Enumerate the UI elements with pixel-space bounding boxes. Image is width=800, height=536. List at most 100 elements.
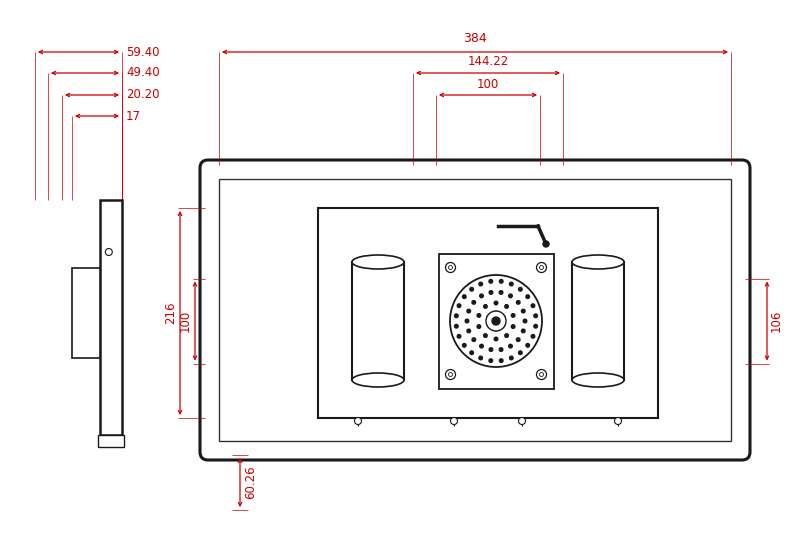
Text: 100: 100 <box>477 78 499 91</box>
Circle shape <box>511 314 515 317</box>
Circle shape <box>458 304 461 308</box>
Circle shape <box>477 314 481 317</box>
Circle shape <box>510 356 513 360</box>
Circle shape <box>446 263 455 272</box>
Circle shape <box>494 337 498 341</box>
Circle shape <box>467 309 470 313</box>
Circle shape <box>539 373 543 376</box>
Circle shape <box>505 304 508 308</box>
Circle shape <box>499 359 503 362</box>
Circle shape <box>539 265 543 270</box>
Text: 144.22: 144.22 <box>467 55 509 68</box>
Circle shape <box>479 282 482 286</box>
Circle shape <box>522 309 525 313</box>
Circle shape <box>470 287 474 291</box>
Circle shape <box>487 315 491 319</box>
Circle shape <box>449 265 453 270</box>
Circle shape <box>526 344 530 347</box>
Bar <box>352 262 404 380</box>
Text: 20.20: 20.20 <box>126 88 159 101</box>
Circle shape <box>505 334 508 337</box>
Circle shape <box>499 348 503 352</box>
Text: 106: 106 <box>770 310 783 332</box>
Ellipse shape <box>572 255 624 269</box>
Circle shape <box>446 369 455 379</box>
Circle shape <box>477 325 481 329</box>
Circle shape <box>522 329 525 333</box>
Circle shape <box>486 311 506 331</box>
Circle shape <box>458 334 461 338</box>
Circle shape <box>492 317 500 325</box>
Ellipse shape <box>352 373 404 387</box>
Circle shape <box>480 294 483 297</box>
Circle shape <box>518 351 522 354</box>
Bar <box>219 179 731 441</box>
Circle shape <box>509 294 512 297</box>
Circle shape <box>489 280 493 283</box>
Circle shape <box>480 344 483 348</box>
Circle shape <box>487 323 491 327</box>
Bar <box>318 208 658 418</box>
Circle shape <box>614 418 622 425</box>
Text: 216: 216 <box>164 302 177 324</box>
Circle shape <box>489 348 493 352</box>
Circle shape <box>511 325 515 329</box>
Ellipse shape <box>572 373 624 387</box>
Bar <box>100 200 122 435</box>
FancyBboxPatch shape <box>200 160 750 460</box>
Circle shape <box>484 334 487 337</box>
Circle shape <box>518 287 522 291</box>
Circle shape <box>484 304 487 308</box>
Text: 59.40: 59.40 <box>126 46 159 58</box>
Circle shape <box>454 314 458 317</box>
Circle shape <box>534 314 538 317</box>
Circle shape <box>450 275 542 367</box>
Circle shape <box>454 324 458 328</box>
Circle shape <box>450 418 458 425</box>
Circle shape <box>354 418 362 425</box>
Bar <box>98 435 124 447</box>
Circle shape <box>517 301 520 304</box>
Circle shape <box>494 327 498 331</box>
Circle shape <box>449 373 453 376</box>
Circle shape <box>462 344 466 347</box>
Circle shape <box>501 323 505 327</box>
Circle shape <box>523 319 526 323</box>
Text: 49.40: 49.40 <box>126 66 160 79</box>
Circle shape <box>531 334 534 338</box>
Circle shape <box>472 338 475 341</box>
Circle shape <box>462 295 466 299</box>
Circle shape <box>472 301 475 304</box>
Ellipse shape <box>352 255 404 269</box>
Circle shape <box>543 241 549 247</box>
Circle shape <box>517 338 520 341</box>
Text: 17: 17 <box>126 109 141 123</box>
Circle shape <box>501 315 505 319</box>
Circle shape <box>489 359 493 362</box>
Bar <box>572 262 624 380</box>
Circle shape <box>537 369 546 379</box>
Text: 100: 100 <box>179 310 192 332</box>
Circle shape <box>467 329 470 333</box>
Circle shape <box>526 295 530 299</box>
Circle shape <box>537 263 546 272</box>
Bar <box>72 268 100 358</box>
Bar <box>352 262 404 380</box>
Circle shape <box>510 282 513 286</box>
Text: 60.26: 60.26 <box>244 466 257 500</box>
Circle shape <box>466 319 469 323</box>
Circle shape <box>518 418 526 425</box>
Circle shape <box>534 324 538 328</box>
Bar <box>572 262 624 380</box>
Circle shape <box>106 249 112 256</box>
Circle shape <box>470 351 474 354</box>
Circle shape <box>489 291 493 294</box>
Circle shape <box>509 344 512 348</box>
Bar <box>438 254 554 389</box>
Circle shape <box>494 311 498 315</box>
Circle shape <box>499 291 503 294</box>
Text: 384: 384 <box>463 32 487 45</box>
Circle shape <box>499 280 503 283</box>
Circle shape <box>479 356 482 360</box>
Circle shape <box>531 304 534 308</box>
